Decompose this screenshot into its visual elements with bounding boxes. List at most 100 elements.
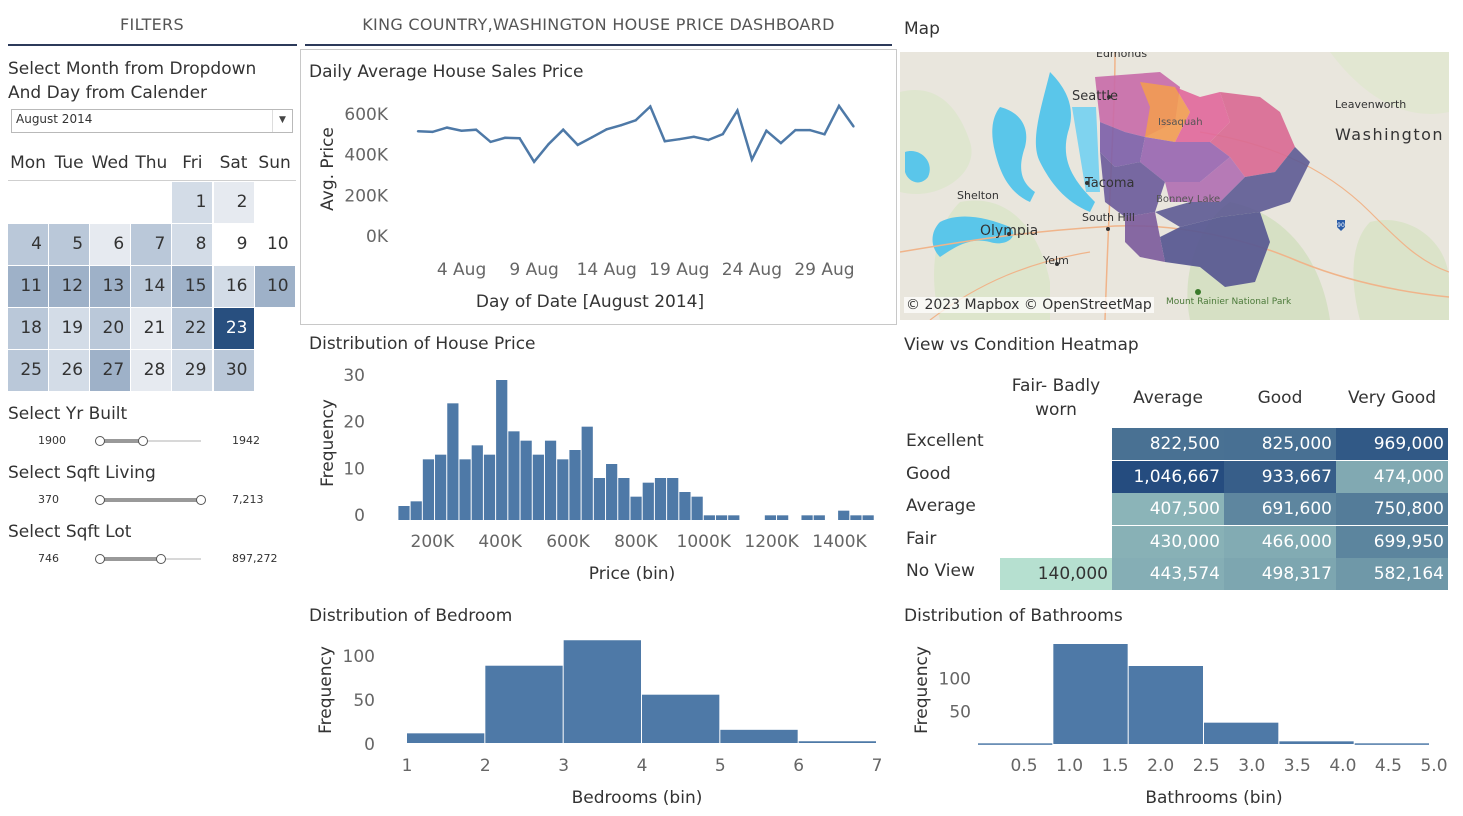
slider-max-value: 1942	[232, 434, 260, 447]
data-point	[794, 128, 797, 132]
data-point	[721, 132, 725, 136]
map-attribution[interactable]: © 2023 Mapbox © OpenStreetMap	[904, 297, 1154, 313]
data-point	[576, 143, 579, 147]
x-tick-label: 24 Aug	[722, 260, 782, 280]
calendar-day[interactable]: 1	[172, 182, 213, 223]
histogram-bar	[483, 454, 496, 520]
x-tick-label: 200K	[411, 532, 455, 552]
y-axis-label: Frequency	[318, 399, 338, 487]
calendar-day[interactable]: 5	[49, 224, 90, 265]
slider-handle-hi[interactable]	[196, 495, 206, 505]
histogram-bar	[1279, 741, 1354, 744]
data-point	[736, 109, 739, 112]
calendar-day[interactable]: 25	[8, 350, 48, 391]
histogram-bar	[728, 515, 740, 520]
map-label-south-hill: South Hill	[1082, 211, 1135, 224]
slider-handle-lo[interactable]	[95, 495, 105, 505]
month-filter-label-line2: And Day from Calender	[8, 83, 208, 103]
x-tick-label: 800K	[614, 532, 658, 552]
calendar-day[interactable]: 13	[90, 266, 131, 307]
heatmap-row-header: Excellent	[906, 431, 984, 451]
calendar-day[interactable]: 27	[90, 350, 131, 391]
calendar-day[interactable]: 7	[131, 224, 172, 265]
histogram-bar	[813, 515, 825, 520]
slider-handle-lo[interactable]	[95, 554, 105, 564]
calendar-day[interactable]: 19	[49, 308, 90, 349]
x-tick-label: 400K	[478, 532, 522, 552]
calendar-day[interactable]: 23	[213, 308, 254, 349]
x-tick-label: 2	[480, 756, 491, 776]
calendar-day[interactable]: 8	[172, 224, 213, 265]
histogram-bar	[407, 733, 485, 743]
calendar-day[interactable]: 4	[8, 224, 48, 265]
calendar-day[interactable]: 18	[8, 308, 48, 349]
calendar-day[interactable]: 10	[254, 266, 295, 307]
slider-handle-hi[interactable]	[138, 436, 149, 446]
x-tick-label: 1200K	[744, 532, 799, 552]
histogram-bar	[593, 478, 606, 520]
y-tick-label: 10	[343, 459, 365, 479]
day-calendar[interactable]: Mon Tue Wed Thu Fri Sat Sun 1 2 4 5 6 7 8 9 10 11 12 13 14 1…	[8, 150, 296, 393]
x-tick-label: 3.0	[1238, 756, 1265, 776]
calendar-day[interactable]: 15	[172, 266, 213, 307]
calendar-day[interactable]: 28	[131, 350, 172, 391]
calendar-day[interactable]: 2	[213, 182, 254, 223]
month-filter-label-line1: Select Month from Dropdown	[8, 59, 257, 79]
calendar-day[interactable]: 12	[49, 266, 90, 307]
slider-track[interactable]	[100, 440, 201, 442]
map-label-yelm: Yelm	[1042, 254, 1069, 267]
heatmap-cell: 1,046,667	[1112, 460, 1224, 493]
calendar-day[interactable]: 14	[131, 266, 172, 307]
y-tick-label: 50	[949, 703, 971, 723]
calendar-day[interactable]: 9	[213, 224, 254, 265]
filters-header-rule	[8, 44, 297, 46]
calendar-divider	[8, 180, 296, 181]
calendar-dayname-thu: Thu	[135, 153, 168, 173]
calendar-day[interactable]: 26	[49, 350, 90, 391]
slider-min-value: 1900	[38, 434, 66, 447]
calendar-day[interactable]: 6	[90, 224, 131, 265]
king-county-map[interactable]: Edmonds Seattle Tacoma Shelton Olympia S…	[900, 52, 1449, 320]
calendar-day[interactable]: 22	[172, 308, 213, 349]
calendar-day[interactable]: 30	[213, 350, 254, 391]
calendar-day[interactable]: 21	[131, 308, 172, 349]
x-axis-label: Bedrooms (bin)	[572, 788, 703, 808]
y-tick-label: 50	[353, 691, 375, 711]
heatmap-cell: 140,000	[1000, 558, 1112, 590]
calendar-day[interactable]: 10	[254, 224, 295, 265]
calendar-day[interactable]: 11	[8, 266, 48, 307]
data-point	[503, 136, 507, 139]
price-distribution-title: Distribution of House Price	[309, 334, 536, 354]
calendar-dayname-wed: Wed	[91, 153, 129, 173]
histogram-bar	[459, 459, 471, 520]
histogram-bar	[838, 510, 850, 520]
x-tick-label: 600K	[546, 532, 590, 552]
slider-handle-lo[interactable]	[95, 436, 105, 446]
month-filter-label: Select Month from Dropdown And Day from …	[8, 57, 256, 105]
chevron-down-icon[interactable]: ▼	[272, 110, 292, 132]
slider-range-fill	[100, 498, 201, 502]
data-point	[837, 104, 841, 108]
dashboard-title-rule	[305, 44, 892, 46]
histogram-bar	[447, 403, 459, 520]
slider-handle-hi[interactable]	[155, 554, 166, 564]
calendar-day[interactable]: 20	[90, 308, 131, 349]
slider-max-value: 7,213	[232, 493, 264, 506]
calendar-dayname-tue: Tue	[54, 153, 84, 173]
x-tick-label: 3	[558, 756, 569, 776]
x-tick-label: 1.5	[1102, 756, 1129, 776]
dashboard-title: KING COUNTRY,WASHINGTON HOUSE PRICE DASH…	[362, 15, 835, 34]
heatmap-row-header: Good	[906, 463, 951, 484]
y-tick-label: 0	[354, 506, 365, 526]
map-label-mount-rainier: Mount Rainier National Park	[1166, 297, 1292, 307]
heatmap-row-header: Average	[906, 496, 976, 516]
data-point	[460, 129, 463, 132]
calendar-day[interactable]: 29	[172, 350, 213, 391]
bathroom-distribution-title: Distribution of Bathrooms	[904, 606, 1123, 626]
calendar-day[interactable]: 16	[213, 266, 254, 307]
x-tick-label: 0.5	[1010, 756, 1037, 776]
data-point	[431, 130, 434, 134]
month-dropdown[interactable]: August 2014 ▼	[11, 109, 293, 133]
x-tick-label: 1.0	[1056, 756, 1083, 776]
slider-min-value: 370	[38, 493, 59, 506]
